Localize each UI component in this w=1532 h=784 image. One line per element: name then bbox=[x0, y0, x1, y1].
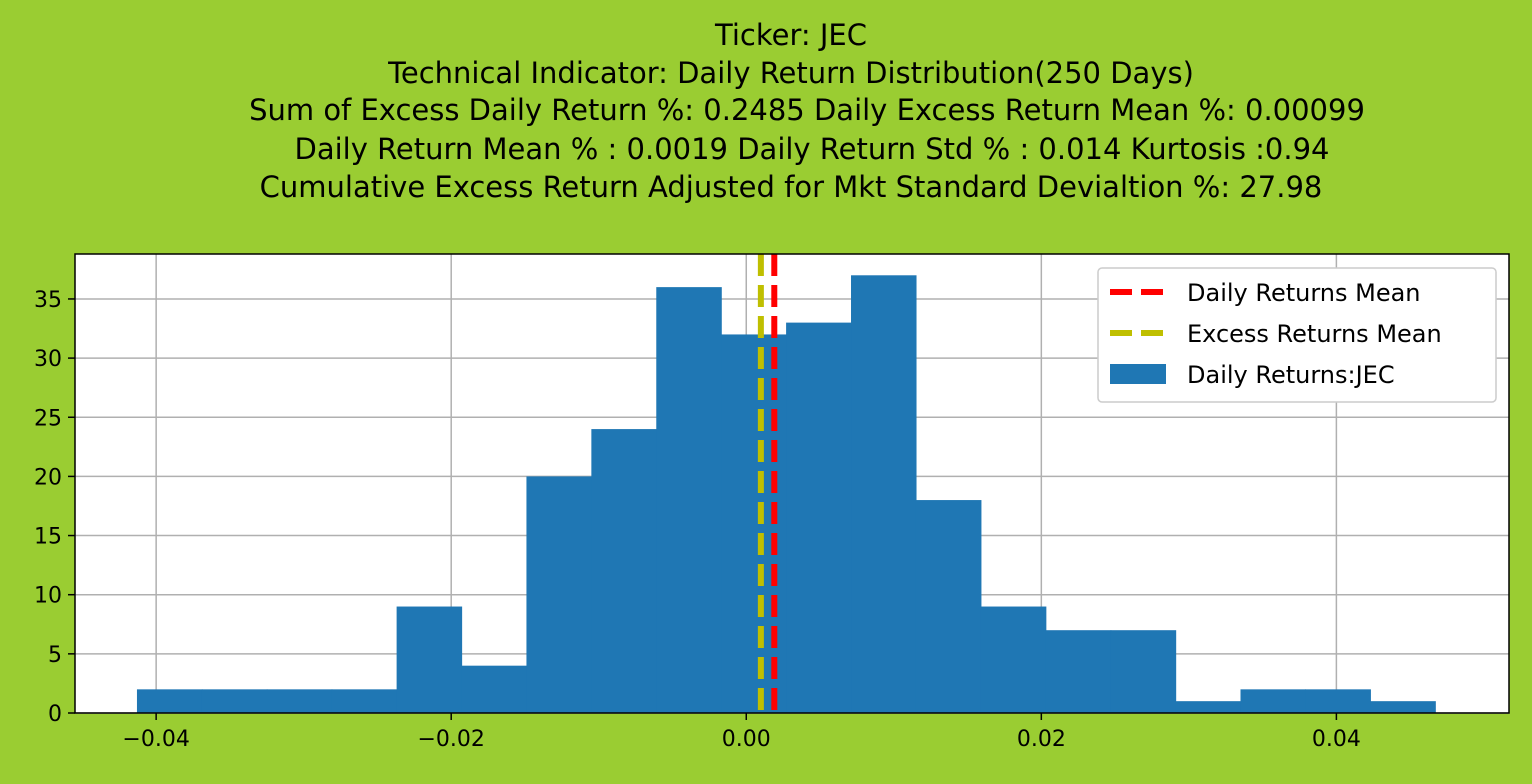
y-tick-label: 10 bbox=[34, 584, 62, 609]
histogram-bar bbox=[591, 429, 657, 713]
histogram-bar bbox=[656, 287, 722, 713]
histogram-bar bbox=[1110, 630, 1177, 713]
histogram-bar bbox=[915, 500, 982, 713]
x-tick-label: 0.04 bbox=[1312, 727, 1361, 752]
y-tick-label: 5 bbox=[48, 643, 62, 668]
y-axis: 0 5 10 15 20 25 30 35 bbox=[34, 288, 75, 727]
y-tick-label: 30 bbox=[34, 347, 62, 372]
histogram-bars bbox=[136, 275, 1436, 713]
legend-label: Daily Returns Mean bbox=[1187, 279, 1421, 307]
histogram-bar bbox=[266, 689, 333, 713]
title-line-indicator: Technical Indicator: Daily Return Distri… bbox=[387, 56, 1194, 90]
plot-frame bbox=[74, 253, 1510, 714]
mean-lines bbox=[757, 254, 778, 713]
x-tick-label: −0.02 bbox=[417, 727, 484, 752]
chart-legend: Daily Returns Mean Excess Returns Mean Dai… bbox=[1097, 267, 1497, 403]
title-line-cumulative: Cumulative Excess Return Adjusted for Mk… bbox=[260, 170, 1323, 204]
histogram-bar bbox=[461, 665, 528, 713]
x-tick-label: −0.04 bbox=[122, 727, 189, 752]
x-axis: −0.04 −0.02 0.00 0.02 0.04 bbox=[122, 713, 1361, 752]
histogram-bar bbox=[1045, 630, 1112, 713]
histogram-bar bbox=[1240, 689, 1307, 713]
histogram-bar bbox=[1370, 701, 1436, 713]
y-tick-label: 20 bbox=[34, 465, 62, 490]
histogram-bar bbox=[1175, 701, 1242, 713]
legend-label: Daily Returns:JEC bbox=[1187, 361, 1395, 389]
legend-patch-swatch bbox=[1110, 364, 1166, 384]
legend-label: Excess Returns Mean bbox=[1187, 320, 1442, 348]
x-tick-label: 0.00 bbox=[722, 727, 771, 752]
y-tick-label: 15 bbox=[34, 525, 62, 550]
histogram-bar bbox=[331, 689, 398, 713]
title-line-return-stats: Daily Return Mean % : 0.0019 Daily Retur… bbox=[294, 132, 1329, 166]
title-line-ticker: Ticker: JEC bbox=[714, 18, 867, 52]
y-tick-label: 25 bbox=[34, 406, 62, 431]
histogram-bar bbox=[1305, 689, 1371, 713]
histogram-bar bbox=[136, 689, 203, 713]
legend-frame bbox=[1097, 267, 1497, 403]
histogram-bar bbox=[396, 606, 463, 713]
y-tick-label: 35 bbox=[34, 288, 62, 313]
chart-title: Ticker: JEC Technical Indicator: Daily R… bbox=[249, 18, 1365, 204]
y-tick-label: 0 bbox=[48, 702, 62, 727]
histogram-bar bbox=[980, 606, 1047, 713]
histogram-bar bbox=[526, 476, 592, 713]
x-tick-label: 0.02 bbox=[1017, 727, 1066, 752]
histogram-bar bbox=[851, 275, 917, 713]
histogram-bar bbox=[786, 322, 852, 713]
histogram-bar bbox=[201, 689, 268, 713]
title-line-excess-stats: Sum of Excess Daily Return %: 0.2485 Dai… bbox=[249, 93, 1365, 127]
